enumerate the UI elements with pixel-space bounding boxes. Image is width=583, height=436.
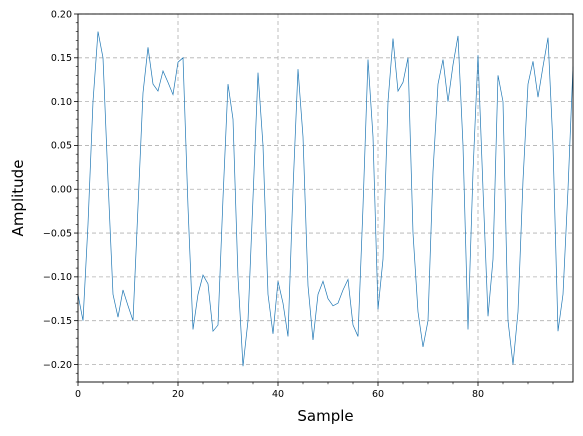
y-tick-label: −0.20 bbox=[43, 360, 72, 371]
axis-ticks: −0.20 −0.15 −0.10 −0.05 0.00 0.05 0.10 0.15 0.20… bbox=[43, 9, 554, 400]
x-tick-label: 80 bbox=[472, 389, 484, 400]
y-tick-label: 0.10 bbox=[51, 97, 72, 108]
x-tick-label: 60 bbox=[372, 389, 384, 400]
y-tick-label: −0.10 bbox=[43, 272, 72, 283]
plot-frame bbox=[77, 13, 574, 383]
grid-lines bbox=[77, 13, 573, 382]
y-axis-label: Amplitude bbox=[9, 160, 27, 237]
amplitude-series-line bbox=[77, 31, 574, 367]
y-tick-label: −0.05 bbox=[43, 228, 72, 239]
y-tick-label: −0.15 bbox=[43, 316, 72, 327]
y-tick-label: 0.00 bbox=[51, 185, 72, 196]
y-tick-label: 0.20 bbox=[51, 9, 72, 20]
x-tick-label: 20 bbox=[172, 389, 184, 400]
y-tick-label: 0.15 bbox=[51, 53, 72, 64]
y-tick-label: 0.05 bbox=[51, 141, 72, 152]
x-tick-label: 40 bbox=[272, 389, 284, 400]
x-tick-label: 0 bbox=[75, 389, 81, 400]
x-axis-label: Sample bbox=[297, 407, 353, 425]
